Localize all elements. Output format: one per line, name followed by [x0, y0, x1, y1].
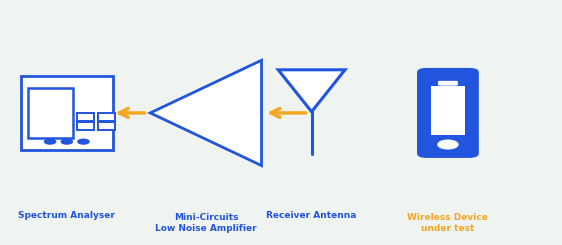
FancyBboxPatch shape — [76, 113, 94, 121]
FancyArrowPatch shape — [119, 109, 144, 117]
Text: Receiver Antenna: Receiver Antenna — [266, 211, 357, 220]
Text: Mini-Circuits
Low Noise Amplifier: Mini-Circuits Low Noise Amplifier — [155, 213, 257, 233]
Circle shape — [44, 139, 56, 144]
FancyArrowPatch shape — [271, 109, 306, 117]
Polygon shape — [150, 60, 261, 166]
Circle shape — [61, 139, 72, 144]
FancyBboxPatch shape — [438, 81, 458, 86]
FancyBboxPatch shape — [431, 86, 465, 135]
FancyBboxPatch shape — [21, 76, 112, 150]
Polygon shape — [278, 70, 345, 112]
FancyBboxPatch shape — [98, 122, 115, 130]
FancyBboxPatch shape — [417, 68, 479, 158]
Text: Wireless Device
under test: Wireless Device under test — [407, 213, 488, 233]
FancyBboxPatch shape — [28, 88, 72, 138]
FancyBboxPatch shape — [76, 122, 94, 130]
Circle shape — [438, 140, 458, 149]
Circle shape — [78, 139, 89, 144]
Text: Spectrum Analyser: Spectrum Analyser — [19, 211, 115, 220]
FancyBboxPatch shape — [98, 113, 115, 121]
